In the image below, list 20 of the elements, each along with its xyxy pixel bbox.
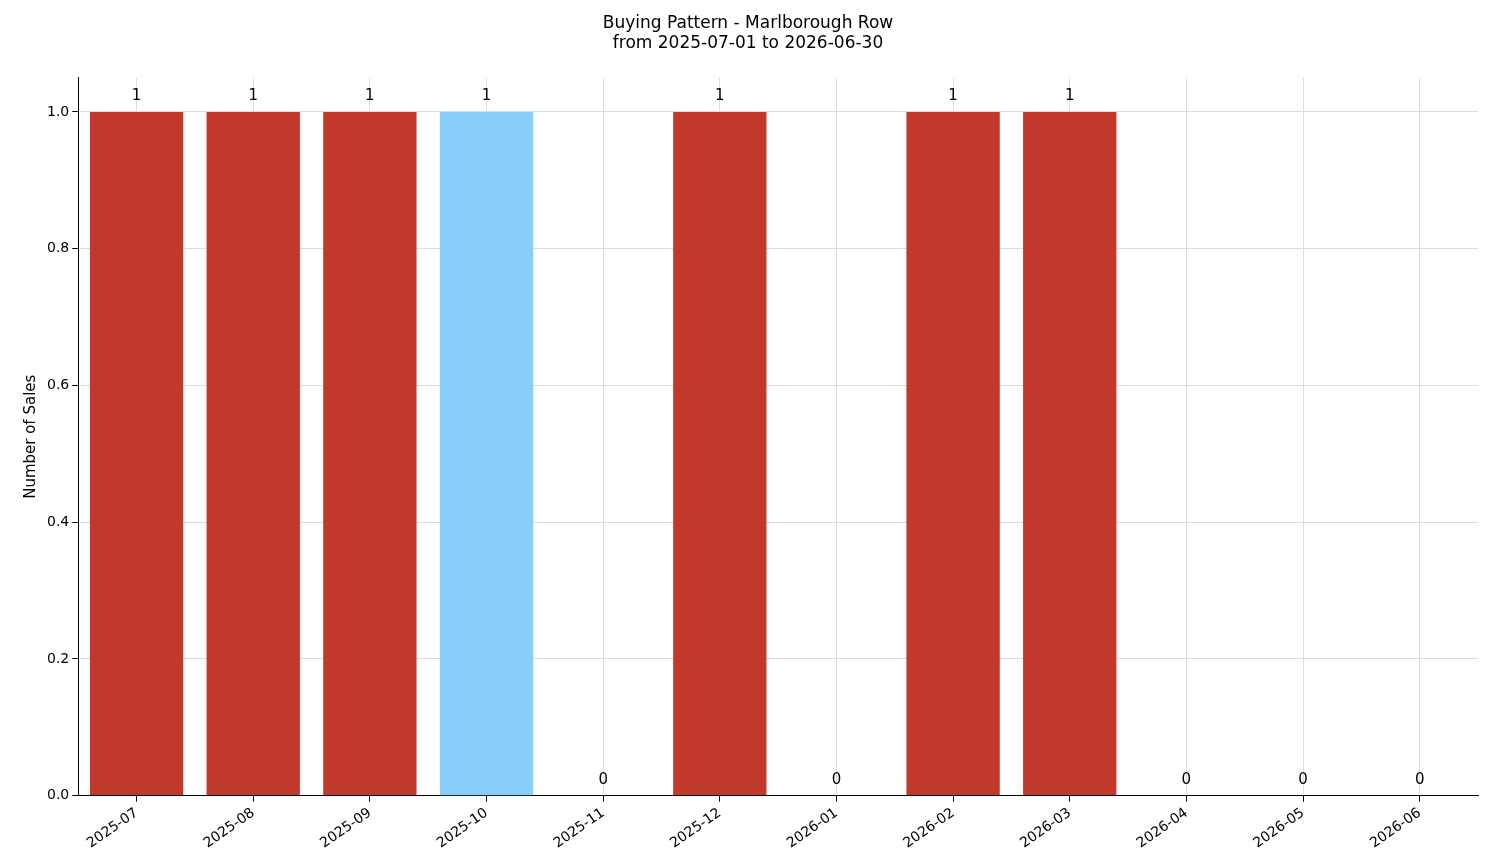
data-label: 0 bbox=[1181, 770, 1192, 789]
data-label: 1 bbox=[948, 86, 958, 105]
y-tick-label: 1.0 bbox=[47, 102, 70, 119]
data-label: 1 bbox=[365, 86, 375, 105]
data-label: 0 bbox=[598, 770, 608, 789]
data-label: 0 bbox=[1414, 770, 1425, 789]
data-label: 1 bbox=[1064, 86, 1075, 105]
y-tick-label: 0.8 bbox=[47, 239, 70, 256]
data-label: 0 bbox=[831, 770, 842, 789]
data-label: 1 bbox=[715, 86, 725, 105]
y-tick-label: 0.0 bbox=[47, 786, 70, 803]
y-axis-title: Number of Sales bbox=[20, 374, 39, 499]
y-tick-label: 0.4 bbox=[47, 512, 70, 529]
y-tick-label: 0.6 bbox=[47, 376, 70, 393]
data-label: 1 bbox=[131, 86, 142, 105]
y-tick-label: 0.2 bbox=[47, 649, 70, 666]
data-label: 1 bbox=[481, 86, 492, 105]
data-label: 0 bbox=[1298, 770, 1308, 789]
data-label: 1 bbox=[248, 86, 259, 105]
chart-title: Buying Pattern - Marlborough Row from 2025-07-01 to 2026-06-30 bbox=[602, 11, 894, 53]
